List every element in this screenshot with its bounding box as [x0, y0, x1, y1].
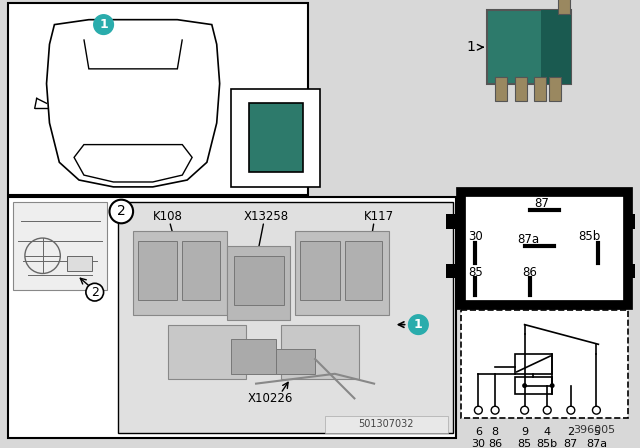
Bar	[232, 89, 320, 187]
Circle shape	[93, 15, 113, 34]
Bar	[534, 77, 547, 101]
Bar	[325, 416, 448, 433]
Text: 1: 1	[99, 18, 108, 31]
Text: 6: 6	[475, 427, 482, 437]
Circle shape	[543, 406, 551, 414]
Bar	[234, 256, 284, 305]
Bar	[133, 231, 227, 315]
Text: 8: 8	[492, 427, 499, 437]
Text: 5: 5	[593, 427, 600, 437]
Bar	[628, 263, 640, 278]
Bar	[515, 354, 552, 374]
Text: 85b: 85b	[537, 439, 558, 448]
Text: 87: 87	[564, 439, 578, 448]
Bar	[276, 349, 315, 374]
Bar	[495, 77, 507, 101]
Circle shape	[86, 283, 104, 301]
Bar	[168, 325, 246, 379]
Circle shape	[408, 315, 428, 335]
Bar	[296, 231, 389, 315]
Text: K117: K117	[364, 210, 394, 223]
Bar	[344, 241, 382, 300]
Bar	[138, 241, 177, 300]
Text: 4: 4	[543, 427, 551, 437]
Text: 86: 86	[523, 266, 538, 279]
Bar	[541, 10, 571, 84]
Text: 2: 2	[567, 427, 575, 437]
Circle shape	[521, 406, 529, 414]
Circle shape	[474, 406, 483, 414]
Circle shape	[567, 406, 575, 414]
Text: 85b: 85b	[579, 229, 601, 242]
Text: 85: 85	[468, 266, 483, 279]
Text: 85: 85	[518, 439, 532, 448]
Bar	[232, 340, 276, 374]
Bar	[8, 197, 456, 438]
Bar	[67, 256, 92, 271]
Bar	[13, 202, 106, 290]
Bar	[300, 241, 340, 300]
Bar	[8, 3, 308, 195]
Text: 86: 86	[488, 439, 502, 448]
Text: 30: 30	[468, 229, 483, 242]
Circle shape	[593, 406, 600, 414]
Text: 1: 1	[467, 40, 476, 54]
Text: 501307032: 501307032	[358, 419, 413, 429]
Text: 1: 1	[414, 318, 423, 331]
Text: 9: 9	[521, 427, 528, 437]
Text: 30: 30	[472, 439, 485, 448]
Bar	[628, 215, 640, 229]
Bar	[182, 241, 220, 300]
Bar	[515, 377, 552, 394]
Text: K108: K108	[152, 210, 182, 223]
Text: 2: 2	[91, 286, 99, 299]
Circle shape	[491, 406, 499, 414]
Text: 87: 87	[534, 197, 549, 210]
Text: 2: 2	[117, 204, 125, 219]
Circle shape	[109, 200, 133, 223]
Circle shape	[550, 383, 555, 388]
Bar	[461, 310, 628, 418]
Bar	[118, 202, 452, 433]
Circle shape	[522, 383, 527, 388]
Bar	[446, 215, 461, 229]
Text: 87a: 87a	[518, 233, 540, 246]
Bar	[249, 103, 303, 172]
Bar	[515, 77, 527, 101]
Text: X10226: X10226	[248, 392, 294, 405]
Bar	[558, 0, 570, 14]
Bar	[281, 325, 359, 379]
Bar	[446, 263, 461, 278]
Text: X13258: X13258	[243, 210, 289, 223]
Bar	[227, 246, 291, 320]
Bar	[549, 77, 561, 101]
Bar	[461, 192, 628, 305]
Bar	[487, 10, 571, 84]
Text: 87a: 87a	[586, 439, 607, 448]
Text: 396005: 396005	[573, 425, 615, 435]
